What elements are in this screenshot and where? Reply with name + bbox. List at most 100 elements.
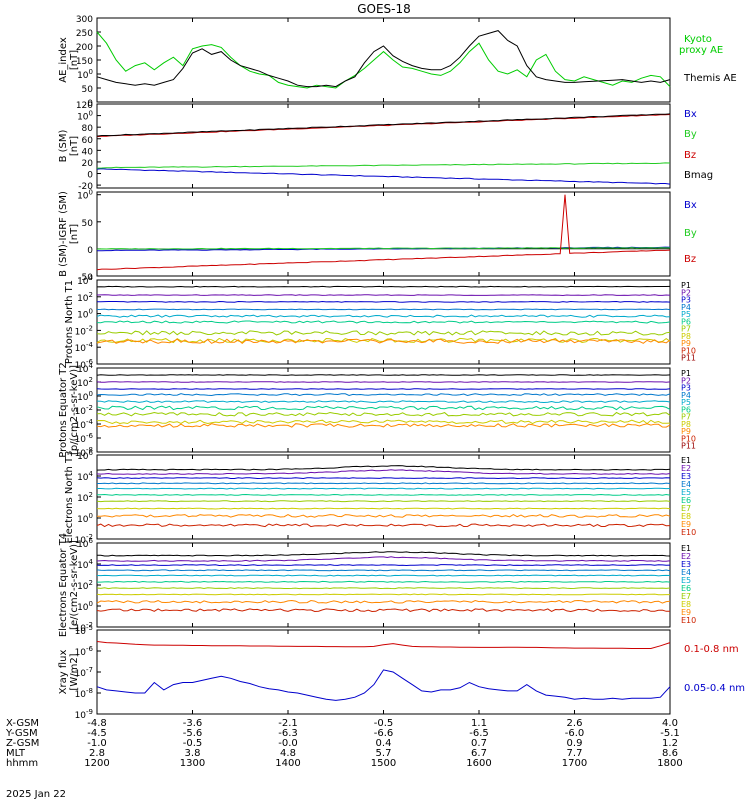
series-line-bmag xyxy=(96,113,671,137)
x-axis-row-label: X-GSM xyxy=(6,718,39,729)
legend-channel-p3: P3 xyxy=(681,384,691,393)
channel-line-p1 xyxy=(96,285,671,288)
x-axis-value-ygsm: -6.0 xyxy=(565,728,585,739)
y-tick-label: 50 xyxy=(82,85,94,95)
x-axis-row-label: Y-GSM xyxy=(5,728,38,739)
legend-bx: Bx xyxy=(684,200,697,211)
series-line-bz xyxy=(96,114,671,138)
y-tick-label: 100 xyxy=(77,308,93,321)
x-axis-value-mlt: 2.8 xyxy=(89,748,105,759)
x-axis-value-zgsm: -0.5 xyxy=(183,738,203,749)
legend-channel-e8: E8 xyxy=(681,600,691,609)
series-line-by xyxy=(96,247,670,250)
y-tick-label: 60 xyxy=(82,136,94,146)
legend-channel-e1: E1 xyxy=(681,544,691,553)
legend-channel-p11: P11 xyxy=(681,442,696,451)
x-axis-value-zgsm: 0.9 xyxy=(567,738,583,749)
legend-channel-e4: E4 xyxy=(681,480,691,489)
y-tick-label: 200 xyxy=(76,43,93,53)
legend-channel-e6: E6 xyxy=(681,584,691,593)
channel-line-e10 xyxy=(96,608,671,613)
y-tick-label: 120 xyxy=(76,101,93,111)
y-tick-label: -20 xyxy=(78,182,93,192)
legend-channel-e10: E10 xyxy=(681,528,696,537)
channel-line-p2 xyxy=(96,294,671,297)
legend-channel-e4: E4 xyxy=(681,568,691,577)
x-axis-value-ygsm: -6.3 xyxy=(278,728,298,739)
legend-channel-e9: E9 xyxy=(681,520,691,529)
channel-line-e7 xyxy=(96,500,671,503)
channel-line-e9 xyxy=(96,514,671,518)
x-axis-value-xgsm: -3.6 xyxy=(183,718,203,729)
series-line-kyoto-proxy-ae xyxy=(96,31,671,89)
plot-title: GOES-18 xyxy=(357,2,411,16)
x-axis-value-zgsm: -0.0 xyxy=(278,738,298,749)
x-axis-value-mlt: 8.6 xyxy=(662,748,678,759)
y-axis-label: Electrons Equator T4 xyxy=(58,533,69,637)
legend-channel-e8: E8 xyxy=(681,512,691,521)
legend-channel-p10: P10 xyxy=(681,346,696,355)
x-axis-value-mlt: 7.7 xyxy=(567,748,583,759)
x-axis-value-xgsm: 1.1 xyxy=(471,718,487,729)
legend-channel-p9: P9 xyxy=(681,339,691,348)
y-axis-unit-label: [e/(cm2-s-sr-keV)] xyxy=(69,540,80,630)
y-tick-label: 100 xyxy=(77,110,93,123)
channel-line-p7 xyxy=(96,330,671,336)
x-axis-value-mlt: 4.8 xyxy=(280,748,296,759)
series-line-bz xyxy=(96,194,671,271)
channel-line-e5 xyxy=(96,574,671,577)
legend-channel-e1: E1 xyxy=(681,456,691,465)
channel-line-e4 xyxy=(96,569,671,572)
x-axis-value-ygsm: -6.6 xyxy=(374,728,394,739)
y-axis-label: B (SM)-IGRF (SM) xyxy=(58,191,69,277)
panel-frame xyxy=(96,454,671,540)
legend-bz: Bz xyxy=(684,254,696,265)
channel-line-e7 xyxy=(96,587,671,590)
x-axis-value-zgsm: 0.4 xyxy=(376,738,392,749)
panel-frame xyxy=(96,103,671,189)
channel-line-e1 xyxy=(96,551,671,557)
channel-line-e4 xyxy=(97,482,671,485)
legend-channel-p7: P7 xyxy=(681,325,691,334)
legend-channel-e7: E7 xyxy=(681,592,691,601)
date-label: 2025 Jan 22 xyxy=(6,789,66,800)
channel-line-p1 xyxy=(96,374,671,376)
y-axis-label: B (SM) xyxy=(58,129,69,162)
y-axis-label: AE_index xyxy=(58,37,69,83)
panel-frame xyxy=(96,367,671,453)
y-tick-label: 104 xyxy=(77,470,93,483)
y-tick-label: 150 xyxy=(76,57,93,67)
series-line-xray-long xyxy=(96,641,671,649)
legend-channel-e6: E6 xyxy=(681,496,691,505)
channel-line-e8 xyxy=(96,507,671,510)
y-tick-label: 10-4 xyxy=(75,341,94,354)
legend-channel-e9: E9 xyxy=(681,608,691,617)
legend-channel-p8: P8 xyxy=(681,420,691,429)
x-axis-value-zgsm: 0.7 xyxy=(471,738,487,749)
y-axis-label: Protons Equator T2 xyxy=(58,362,69,458)
legend-channel-p11: P11 xyxy=(681,354,696,363)
legend-channel-p1: P1 xyxy=(681,369,691,378)
channel-line-p3 xyxy=(96,300,671,303)
x-axis-value-hhmm: 1800 xyxy=(657,758,682,769)
channel-line-p3 xyxy=(96,388,671,390)
channel-line-e10 xyxy=(96,523,671,528)
x-axis-value-zgsm: -1.0 xyxy=(87,738,107,749)
legend-channel-p5: P5 xyxy=(681,398,691,407)
x-axis-value-ygsm: -5.1 xyxy=(660,728,680,739)
x-axis-value-xgsm: 4.0 xyxy=(662,718,678,729)
legend-channel-p6: P6 xyxy=(681,317,691,326)
channel-line-p6 xyxy=(96,405,671,411)
channel-line-p6 xyxy=(96,320,671,324)
legend-channel-p2: P2 xyxy=(681,376,691,385)
legend-channel-p4: P4 xyxy=(681,391,691,400)
y-tick-label: 0 xyxy=(87,99,93,109)
x-axis-value-ygsm: -5.6 xyxy=(183,728,203,739)
y-axis-unit-label: [nT] xyxy=(69,136,80,156)
x-axis-value-mlt: 3.8 xyxy=(185,748,201,759)
channel-line-e3 xyxy=(96,564,671,567)
series-line-xray-short xyxy=(96,669,671,701)
x-axis-value-hhmm: 1300 xyxy=(180,758,205,769)
